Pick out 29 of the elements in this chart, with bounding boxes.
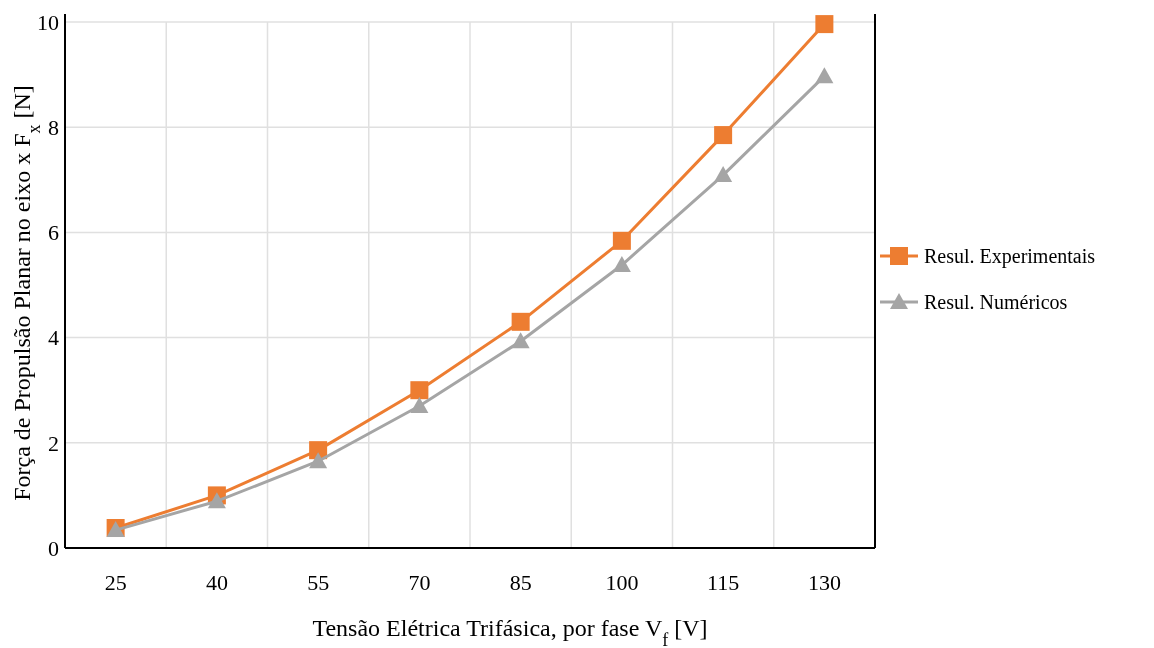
y-tick-label: 0 xyxy=(48,535,59,561)
x-tick-label: 100 xyxy=(605,570,639,595)
point xyxy=(612,231,631,250)
point xyxy=(612,256,631,273)
point xyxy=(309,452,328,469)
y-tick-label: 6 xyxy=(48,220,59,246)
point xyxy=(511,312,530,331)
x-tick-label: 85 xyxy=(509,570,532,595)
legend-label: Resul. Numéricos xyxy=(924,291,1068,313)
y-tick-label: 2 xyxy=(48,430,59,456)
point xyxy=(207,492,226,509)
x-tick-label: 130 xyxy=(807,570,841,595)
x-tick-label: 115 xyxy=(707,570,740,595)
point xyxy=(815,67,834,84)
y-tick-label: 10 xyxy=(37,9,59,35)
x-tick-label: 55 xyxy=(307,570,330,595)
point xyxy=(410,381,429,400)
legend-label: Resul. Experimentais xyxy=(924,245,1096,268)
point xyxy=(410,396,429,413)
point xyxy=(714,166,733,183)
point xyxy=(714,126,733,145)
y-tick-label: 8 xyxy=(48,114,59,140)
point xyxy=(815,15,834,34)
x-tick-label: 40 xyxy=(205,570,228,595)
x-axis-title: Tensão Elétrica Trifásica, por fase V$_{f}$ [V] xyxy=(312,615,708,648)
x-tick-label: 70 xyxy=(408,570,431,595)
x-tick-label: 25 xyxy=(104,570,127,595)
y-tick-label: 4 xyxy=(48,325,59,351)
point xyxy=(511,332,530,349)
